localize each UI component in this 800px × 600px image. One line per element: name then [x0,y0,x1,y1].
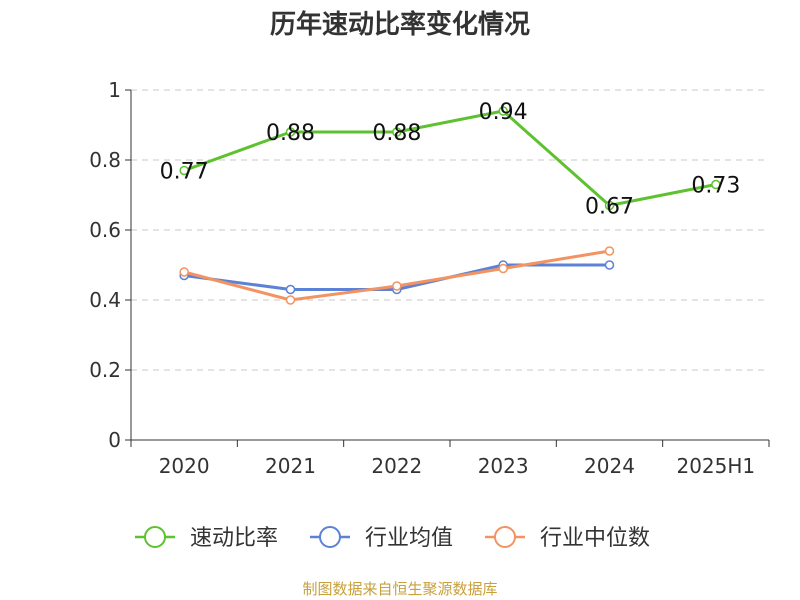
data-point [392,281,402,291]
x-tick-label: 2020 [159,454,210,478]
data-label: 0.67 [585,195,634,220]
gridlines [131,89,769,371]
series-lines [179,106,721,305]
data-label: 0.88 [372,121,421,146]
data-point [179,165,189,176]
legend-label: 行业均值 [365,526,453,551]
data-point [498,263,508,274]
data-point [285,284,296,295]
y-tick-label: 0.4 [89,288,121,312]
y-tick-label: 0 [108,428,121,452]
legend-marker [144,526,166,548]
legend-label: 速动比率 [190,526,278,551]
data-label: 0.73 [691,174,740,199]
data-point [285,127,296,137]
data-labels: 0.77 0.88 0.88 0.94 0.67 0.73 [160,100,741,220]
series-line [183,109,717,207]
y-tick-label: 0.6 [89,218,121,242]
legend-marker [319,526,341,548]
data-point [498,106,508,116]
data-point [179,267,189,277]
y-tick-label: 0.8 [89,148,121,172]
data-point [711,179,721,190]
legend-label: 行业中位数 [540,526,650,551]
x-tick-label: 2023 [478,454,529,478]
data-point [604,200,615,211]
data-point [604,260,615,270]
data-point [392,127,402,137]
data-point [604,246,615,256]
legend-marker [494,526,516,548]
data-label: 0.77 [160,160,209,185]
data-label: 0.94 [479,100,528,125]
axes: 0 0.2 0.4 0.6 0.8 1 2020 2021 2022 2023 2024 2025H1 [89,78,770,478]
data-point [285,295,296,305]
x-tick-label: 2022 [371,454,422,478]
legend: 速动比率 行业均值 行业中位数 [135,526,650,551]
x-tick-label: 2025H1 [676,454,755,478]
data-label: 0.88 [266,121,315,146]
chart-title: 历年速动比率变化情况 [269,10,530,40]
y-tick-label: 0.2 [89,358,121,382]
y-tick-label: 1 [108,78,121,102]
source-note: 制图数据来自恒生聚源数据库 [302,580,498,598]
x-tick-label: 2021 [265,454,316,478]
x-tick-label: 2024 [584,454,635,478]
